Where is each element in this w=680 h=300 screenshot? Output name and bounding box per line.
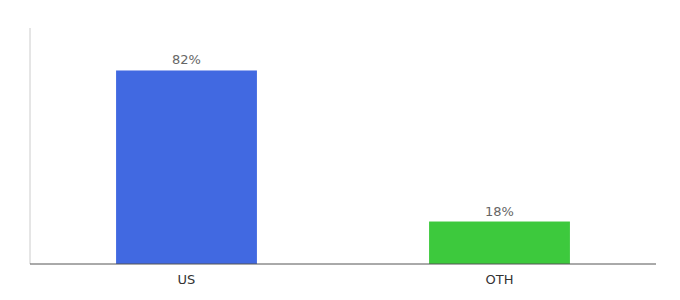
x-tick-label: US [178,272,196,287]
bars [116,70,570,264]
bar [429,222,570,264]
data-label: 82% [172,52,201,67]
x-tick-label: OTH [486,272,514,287]
chart: US OTH 82% 18% [0,0,680,300]
y-axis-line [30,28,31,264]
data-label: 18% [485,204,514,219]
chart-container: US OTH 82% 18% [0,0,680,300]
x-axis-line [30,264,656,265]
bar [116,70,257,264]
